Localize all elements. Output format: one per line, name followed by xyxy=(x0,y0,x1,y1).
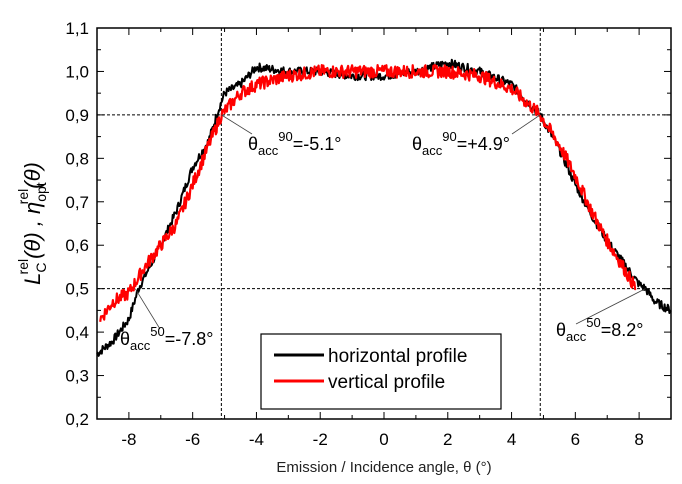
x-tick-label: -8 xyxy=(121,430,136,449)
x-tick-label: 4 xyxy=(507,430,516,449)
x-tick-label: -2 xyxy=(313,430,328,449)
x-tick-label: 0 xyxy=(379,430,388,449)
y-tick-label: 1,1 xyxy=(65,19,89,38)
annotation-label: θacc90=+4.9° xyxy=(412,129,510,158)
y-axis-label: LCrel(θ) , ηoptrel(θ) xyxy=(15,162,49,285)
x-tick-label: 2 xyxy=(443,430,452,449)
annotation-leader xyxy=(575,288,646,325)
annotation-label: θacc50=8.2° xyxy=(556,315,643,344)
y-tick-label: 0,3 xyxy=(65,367,89,386)
legend-label: vertical profile xyxy=(328,372,445,393)
x-axis-label: Emission / Incidence angle, θ (°) xyxy=(276,459,491,476)
y-tick-label: 0,9 xyxy=(65,106,89,125)
y-tick-label: 0,4 xyxy=(65,323,89,342)
annotation-label: θacc90=-5.1° xyxy=(248,129,341,158)
x-tick-label: -6 xyxy=(185,430,200,449)
y-tick-label: 0,2 xyxy=(65,410,89,429)
legend: horizontal profile vertical profile xyxy=(260,333,502,410)
legend-label: horizontal profile xyxy=(328,346,467,367)
annotation-label: θacc50=-7.8° xyxy=(120,324,213,353)
y-tick-label: 1,0 xyxy=(65,62,89,81)
y-tick-label: 0,6 xyxy=(65,236,89,255)
legend-box xyxy=(260,333,502,410)
x-tick-label: -4 xyxy=(249,430,264,449)
annotation-leader xyxy=(134,288,161,330)
series-line-vertical xyxy=(99,63,637,322)
annotation-leader xyxy=(511,114,541,135)
annotation-leader xyxy=(221,114,253,135)
x-tick-label: 8 xyxy=(634,430,643,449)
x-tick-label: 6 xyxy=(571,430,580,449)
y-tick-label: 0,5 xyxy=(65,280,89,299)
y-tick-label: 0,7 xyxy=(65,193,89,212)
y-tick-label: 0,8 xyxy=(65,149,89,168)
series-line-horizontal xyxy=(96,58,672,357)
